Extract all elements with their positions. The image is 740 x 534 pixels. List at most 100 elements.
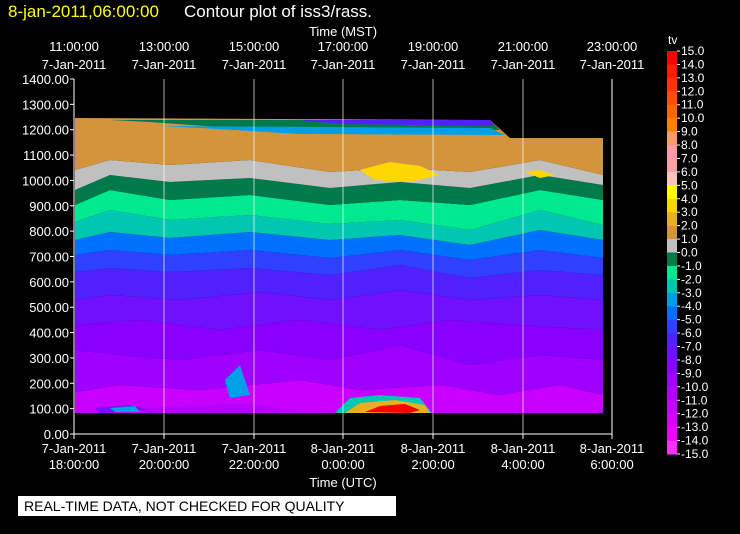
colorbar-swatch xyxy=(667,185,677,200)
colorbar-swatch xyxy=(667,265,677,280)
colorbar-level-label: 9.0 xyxy=(681,125,698,139)
colorbar-label: tv xyxy=(668,33,677,47)
contour-band xyxy=(75,210,603,245)
contour-band xyxy=(140,404,300,413)
x-tick-label-time: 18:00:00 xyxy=(49,457,100,472)
top-tick-label-date: 7-Jan-2011 xyxy=(132,57,197,72)
contour-band xyxy=(75,160,603,190)
x-tick-label-time: 0:00:00 xyxy=(321,457,364,472)
colorbar-swatch xyxy=(667,440,677,455)
x-tick-label-time: 2:00:00 xyxy=(411,457,454,472)
colorbar-level-label: -8.0 xyxy=(681,353,702,367)
chart-title: Contour plot of iss3/rass. xyxy=(184,2,372,21)
colorbar-level-label: -1.0 xyxy=(681,259,702,273)
colorbar-level-label: 0.0 xyxy=(681,246,698,260)
colorbar-swatch xyxy=(667,292,677,307)
colorbar-level-label: -5.0 xyxy=(681,313,702,327)
top-tick-label-date: 7-Jan-2011 xyxy=(42,57,107,72)
x-tick-label-time: 4:00:00 xyxy=(501,457,544,472)
colorbar-level-label: 6.0 xyxy=(681,165,698,179)
x-tick-label-time: 20:00:00 xyxy=(139,457,190,472)
colorbar-level-label: -7.0 xyxy=(681,340,702,354)
y-tick-label: 200.00 xyxy=(29,376,69,391)
top-tick-label-date: 7-Jan-2011 xyxy=(491,57,556,72)
contour-band xyxy=(75,190,603,230)
contour-band xyxy=(525,170,555,178)
colorbar-level-label: 2.0 xyxy=(681,219,698,233)
colorbar-level-label: 13.0 xyxy=(681,71,705,85)
colorbar-swatch xyxy=(667,427,677,442)
colorbar-level-label: -4.0 xyxy=(681,299,702,313)
x-tick-label-date: 7-Jan-2011 xyxy=(222,441,287,456)
colorbar-level-label: 15.0 xyxy=(681,44,705,58)
contour-band xyxy=(75,175,603,205)
colorbar-swatch xyxy=(667,413,677,428)
top-tick-label-time: 17:00:00 xyxy=(318,39,369,54)
x-tick-label-date: 8-Jan-2011 xyxy=(580,441,645,456)
y-tick-label: 400.00 xyxy=(29,326,69,341)
y-tick-label: 1400.00 xyxy=(22,72,69,87)
colorbar-swatch xyxy=(667,145,677,159)
colorbar-level-label: 11.0 xyxy=(681,98,704,112)
y-tick-label: 1000.00 xyxy=(22,173,69,188)
y-tick-label: 0.00 xyxy=(44,427,69,442)
colorbar-swatch xyxy=(667,158,677,173)
colorbar-swatch xyxy=(667,212,677,227)
top-tick-label-time: 13:00:00 xyxy=(139,39,190,54)
colorbar-swatch xyxy=(667,91,677,106)
y-tick-label: 1200.00 xyxy=(22,123,69,138)
contour-band xyxy=(110,406,140,412)
y-axis: 0.00 100.00 200.00 300.00 400.00 500.00 600.00… xyxy=(22,72,74,442)
top-tick-label-date: 7-Jan-2011 xyxy=(222,57,287,72)
colorbar-level-label: -10.0 xyxy=(681,380,709,394)
colorbar-swatch xyxy=(667,306,677,321)
colorbar-swatch xyxy=(667,131,677,146)
top-tick-label-time: 11:00:00 xyxy=(49,39,99,54)
header-timestamp: 8-jan-2011,06:00:00 xyxy=(8,2,159,21)
contour-band xyxy=(75,250,603,278)
x-axis: 7-Jan-201118:00:007-Jan-201120:00:007-Ja… xyxy=(42,39,645,472)
colorbar-level-label: 8.0 xyxy=(681,138,698,152)
colorbar-swatch xyxy=(667,279,677,294)
top-tick-label-time: 19:00:00 xyxy=(408,39,459,54)
y-tick-label: 300.00 xyxy=(29,351,69,366)
colorbar-level-label: 14.0 xyxy=(681,57,705,71)
top-axis-label: Time (MST) xyxy=(309,24,377,39)
colorbar-level-label: -6.0 xyxy=(681,326,702,340)
colorbar-level-label: 4.0 xyxy=(681,192,698,206)
colorbar-level-label: -9.0 xyxy=(681,366,702,380)
y-tick-label: 1100.00 xyxy=(23,148,69,163)
colorbar-level-label: -15.0 xyxy=(681,447,709,461)
colorbar-swatch xyxy=(667,51,677,65)
x-tick-label-date: 8-Jan-2011 xyxy=(401,441,466,456)
colorbar-level-label: -3.0 xyxy=(681,286,702,300)
colorbar-swatch xyxy=(667,64,677,79)
x-tick-label-date: 7-Jan-2011 xyxy=(132,441,197,456)
y-tick-label: 800.00 xyxy=(29,224,69,239)
colorbar-level-label: 7.0 xyxy=(681,151,698,165)
top-tick-label-date: 7-Jan-2011 xyxy=(401,57,466,72)
colorbar-swatch xyxy=(667,319,677,334)
colorbar-swatch xyxy=(667,77,677,92)
contour-band xyxy=(75,345,603,395)
x-tick-label-time: 22:00:00 xyxy=(229,457,280,472)
colorbar-swatch xyxy=(667,373,677,388)
colorbar-swatch xyxy=(667,252,677,267)
contour-band xyxy=(225,365,250,398)
colorbar-swatch xyxy=(667,386,677,401)
quality-notice: REAL-TIME DATA, NOT CHECKED FOR QUALITY xyxy=(18,496,396,516)
x-tick-label-time: 6:00:00 xyxy=(590,457,633,472)
contour-band xyxy=(75,230,603,260)
x-tick-label-date: 8-Jan-2011 xyxy=(491,441,556,456)
colorbar-swatch xyxy=(667,171,677,186)
colorbar-swatch xyxy=(667,225,677,240)
y-tick-label: 700.00 xyxy=(29,250,69,265)
y-tick-label: 1300.00 xyxy=(22,97,69,112)
y-tick-label: 900.00 xyxy=(29,199,69,214)
contour-band xyxy=(300,120,495,126)
y-tick-label: 100.00 xyxy=(29,402,69,417)
colorbar-level-label: -14.0 xyxy=(681,434,709,448)
colorbar-swatch xyxy=(667,333,677,348)
colorbar-swatch xyxy=(667,346,677,361)
